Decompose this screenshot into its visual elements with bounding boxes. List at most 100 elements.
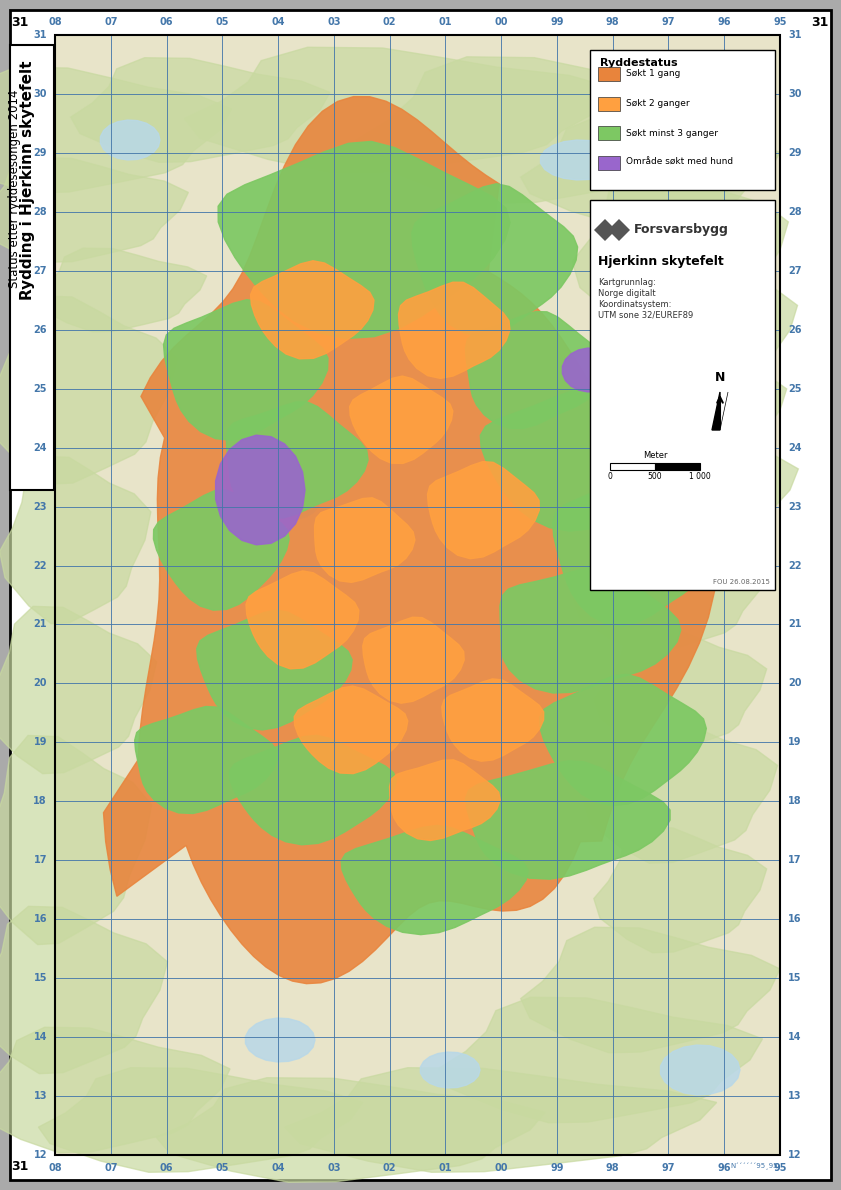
Polygon shape xyxy=(315,497,415,582)
Polygon shape xyxy=(553,474,718,626)
Text: Forsvarsbygg: Forsvarsbygg xyxy=(634,224,729,237)
Text: 06: 06 xyxy=(160,17,173,27)
Text: 26: 26 xyxy=(788,325,801,334)
Text: 31: 31 xyxy=(812,17,828,30)
Text: 95: 95 xyxy=(773,1163,786,1173)
Text: 16: 16 xyxy=(788,914,801,925)
Polygon shape xyxy=(521,927,780,1053)
Text: 28: 28 xyxy=(34,207,47,217)
Bar xyxy=(610,463,655,470)
Polygon shape xyxy=(603,257,797,403)
Text: 29: 29 xyxy=(788,148,801,158)
Text: 25: 25 xyxy=(788,383,801,394)
Bar xyxy=(598,126,620,140)
Text: 98: 98 xyxy=(606,17,620,27)
Polygon shape xyxy=(614,347,786,472)
Text: 02: 02 xyxy=(383,17,396,27)
Text: 25: 25 xyxy=(34,383,47,394)
Polygon shape xyxy=(594,827,767,953)
Text: UTM sone 32/EUREF89: UTM sone 32/EUREF89 xyxy=(598,311,693,320)
Text: 14: 14 xyxy=(788,1032,801,1042)
Text: 22: 22 xyxy=(34,560,47,570)
Polygon shape xyxy=(0,296,177,484)
Text: 14: 14 xyxy=(34,1032,47,1042)
Polygon shape xyxy=(285,593,335,628)
Polygon shape xyxy=(246,571,359,669)
Text: 12: 12 xyxy=(788,1150,801,1160)
Text: 17: 17 xyxy=(34,856,47,865)
Text: 19: 19 xyxy=(34,738,47,747)
Polygon shape xyxy=(0,1027,230,1153)
Text: 21: 21 xyxy=(34,620,47,630)
Polygon shape xyxy=(0,607,156,774)
Text: 96: 96 xyxy=(717,17,731,27)
Polygon shape xyxy=(594,219,616,242)
Text: Søkt 1 gang: Søkt 1 gang xyxy=(626,69,680,79)
Text: 07: 07 xyxy=(104,17,118,27)
Text: 15: 15 xyxy=(34,973,47,983)
Text: 0: 0 xyxy=(607,472,612,481)
Text: 30: 30 xyxy=(788,89,801,99)
Text: Meter: Meter xyxy=(643,451,667,461)
Text: 04: 04 xyxy=(272,17,285,27)
Bar xyxy=(655,463,700,470)
Text: 31: 31 xyxy=(11,17,29,30)
Polygon shape xyxy=(362,618,464,703)
Text: 99: 99 xyxy=(550,1163,563,1173)
Bar xyxy=(598,67,620,81)
Text: 19: 19 xyxy=(788,738,801,747)
Polygon shape xyxy=(466,760,670,879)
Bar xyxy=(10,45,54,490)
Text: 01: 01 xyxy=(439,17,452,27)
Text: Rydding i Hjerkinn skytefelt: Rydding i Hjerkinn skytefelt xyxy=(20,60,35,300)
Polygon shape xyxy=(582,427,798,552)
Text: 31: 31 xyxy=(34,30,47,40)
Polygon shape xyxy=(246,1019,315,1061)
Polygon shape xyxy=(660,1045,740,1095)
Text: 31: 31 xyxy=(788,30,801,40)
Polygon shape xyxy=(583,716,777,863)
Polygon shape xyxy=(197,610,352,729)
Polygon shape xyxy=(442,678,543,762)
Polygon shape xyxy=(153,490,289,610)
Polygon shape xyxy=(540,675,706,806)
Text: Søkt minst 3 ganger: Søkt minst 3 ganger xyxy=(626,129,718,138)
Polygon shape xyxy=(0,907,167,1073)
Text: 03: 03 xyxy=(327,17,341,27)
Polygon shape xyxy=(0,68,231,193)
Polygon shape xyxy=(521,118,780,223)
Text: 07: 07 xyxy=(104,1163,118,1173)
Text: N´´´´´´95¸95: N´´´´´´95¸95 xyxy=(731,1163,778,1170)
Text: 13: 13 xyxy=(34,1091,47,1101)
Text: 15: 15 xyxy=(788,973,801,983)
Text: 17: 17 xyxy=(788,856,801,865)
Polygon shape xyxy=(103,96,718,984)
Text: 99: 99 xyxy=(550,17,563,27)
Polygon shape xyxy=(500,566,680,693)
Text: Koordinatsystem:: Koordinatsystem: xyxy=(598,300,671,309)
Polygon shape xyxy=(389,759,500,840)
Text: 500: 500 xyxy=(648,472,663,481)
Text: 00: 00 xyxy=(495,17,508,27)
Text: 18: 18 xyxy=(788,796,801,807)
Polygon shape xyxy=(230,735,396,845)
Polygon shape xyxy=(350,376,452,463)
Bar xyxy=(55,35,780,1155)
Polygon shape xyxy=(480,389,689,531)
Text: 24: 24 xyxy=(34,443,47,452)
Polygon shape xyxy=(39,1067,362,1172)
Text: 24: 24 xyxy=(788,443,801,452)
Polygon shape xyxy=(218,142,510,339)
Polygon shape xyxy=(399,282,510,378)
Text: Ryddestatus: Ryddestatus xyxy=(600,58,678,68)
Text: 27: 27 xyxy=(34,265,47,276)
Text: 97: 97 xyxy=(662,17,675,27)
Bar xyxy=(55,35,780,1155)
Polygon shape xyxy=(412,183,578,337)
Text: 23: 23 xyxy=(788,501,801,512)
Text: Kartgrunnlag:: Kartgrunnlag: xyxy=(598,278,656,287)
Text: 12: 12 xyxy=(34,1150,47,1160)
Text: 21: 21 xyxy=(788,620,801,630)
Polygon shape xyxy=(226,402,368,518)
Text: 13: 13 xyxy=(788,1091,801,1101)
